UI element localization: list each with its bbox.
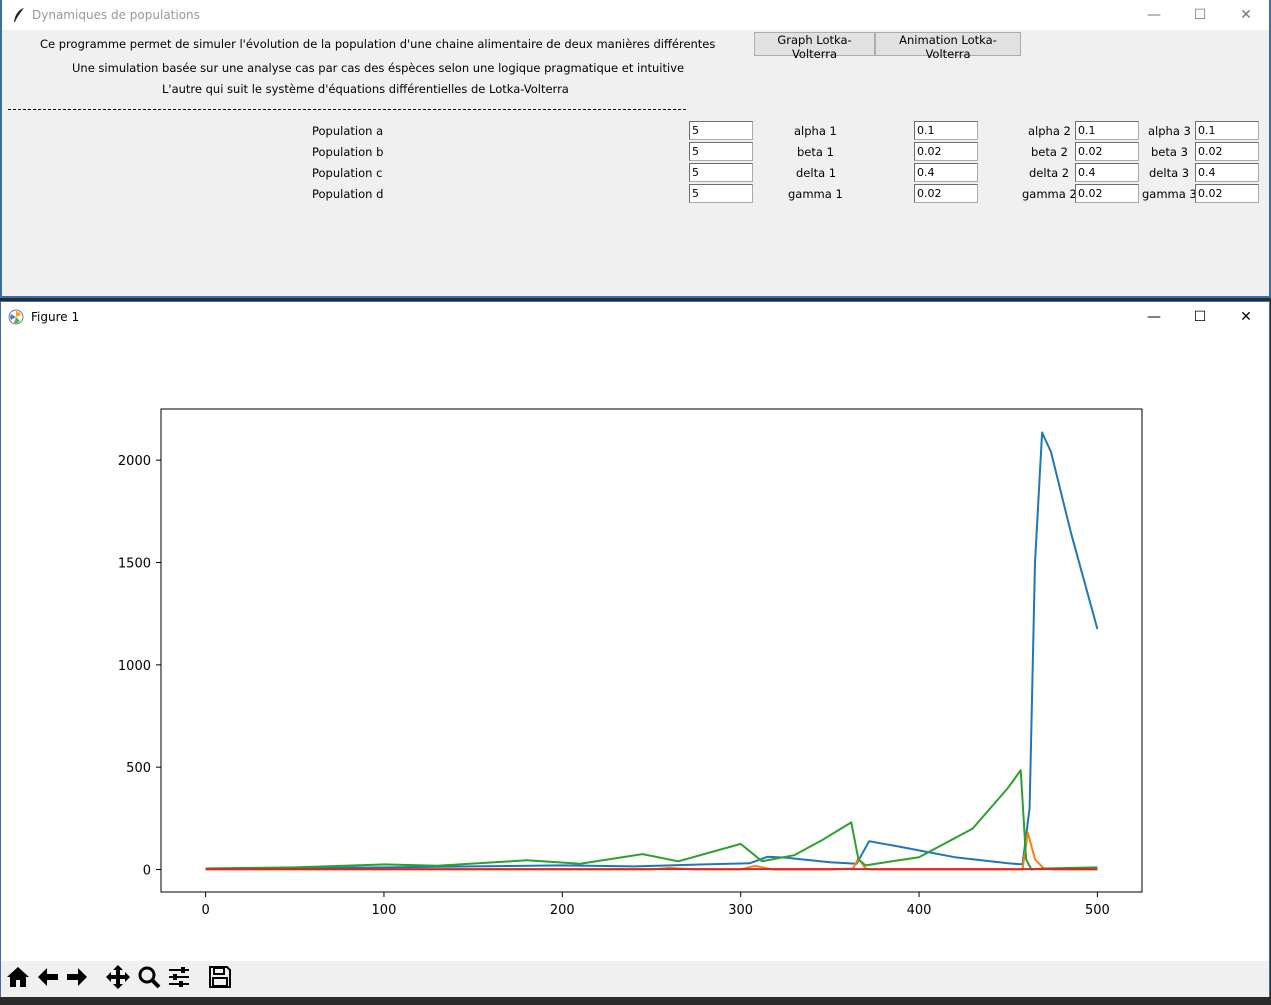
configure-button[interactable] [164,962,194,992]
plot-frame [160,408,1143,893]
series-line-3 [205,769,1098,871]
save-button[interactable] [205,962,235,992]
figure-titlebar: Figure 1 — ☐ ✕ [1,302,1269,332]
alpha-3-field[interactable] [1195,121,1259,140]
description-line-1: Ce programme permet de simuler l'évoluti… [40,37,716,51]
graph-lotka-volterra-button[interactable]: Graph Lotka-Volterra [754,32,875,61]
pan-icon [106,965,130,989]
y-tick-label: 0 [143,863,151,878]
delta-3-label: delta 3 [1149,166,1190,180]
beta-3-field[interactable] [1195,142,1259,161]
back-button[interactable] [33,962,63,992]
minimize-button[interactable]: — [1147,7,1161,23]
beta-1-label: beta 1 [797,145,834,159]
tk-titlebar: Dynamiques de populations — ☐ ✕ [2,0,1269,30]
delta-2-label: delta 2 [1029,166,1070,180]
separator [8,109,686,110]
gamma-3-label: gamma 3 [1142,187,1197,201]
gamma-2-field[interactable] [1075,184,1139,203]
description-line-2: Une simulation basée sur une analyse cas… [72,61,685,75]
series-line-2 [205,831,1098,871]
y-tick-label: 1500 [118,556,151,571]
y-tick-label: 500 [126,761,151,776]
zoom-icon [138,966,161,989]
figure-close-button[interactable]: ✕ [1240,309,1252,325]
gamma-3-field[interactable] [1195,184,1259,203]
delta-1-label: delta 1 [796,166,837,180]
population-chart: 0 100 200 300 400 500 0 500 1000 1500 2000 [118,408,1143,918]
forward-button[interactable] [62,962,92,992]
alpha-1-label: alpha 1 [794,124,837,138]
population-d-label: Population d [312,187,384,201]
x-tick-label: 100 [372,903,397,918]
figure-minimize-button[interactable]: — [1147,309,1161,325]
pan-button[interactable] [103,962,133,992]
feather-icon [14,8,24,22]
tk-window: Dynamiques de populations — ☐ ✕ Ce progr… [0,0,1271,298]
population-b-field[interactable] [689,142,753,161]
alpha-3-label: alpha 3 [1148,124,1191,138]
description-line-3: L'autre qui suit le système d'équations … [162,82,569,96]
back-icon [38,968,58,986]
beta-1-field[interactable] [914,142,978,161]
x-tick-label: 200 [550,903,575,918]
series-line-1 [205,431,1099,870]
population-d-field[interactable] [689,184,753,203]
home-icon [7,967,29,987]
tk-window-title: Dynamiques de populations [32,8,200,22]
alpha-2-field[interactable] [1075,121,1139,140]
y-tick-label: 1000 [118,659,151,674]
gamma-2-label: gamma 2 [1022,187,1077,201]
delta-3-field[interactable] [1195,163,1259,182]
x-tick-label: 0 [201,903,209,918]
close-button[interactable]: ✕ [1240,7,1252,23]
x-tick-label: 400 [907,903,932,918]
population-c-field[interactable] [689,163,753,182]
beta-2-field[interactable] [1075,142,1139,161]
save-icon [209,966,231,988]
forward-icon [67,968,87,986]
alpha-2-label: alpha 2 [1028,124,1071,138]
beta-3-label: beta 3 [1151,145,1188,159]
matplotlib-icon [8,309,24,325]
population-c-label: Population c [312,166,383,180]
beta-2-label: beta 2 [1031,145,1068,159]
maximize-button[interactable]: ☐ [1193,7,1207,23]
figure-window: Figure 1 — ☐ ✕ 0 100 200 300 400 500 0 500 1000 1… [0,301,1270,997]
zoom-button[interactable] [134,962,164,992]
configure-icon [169,967,189,987]
figure-maximize-button[interactable]: ☐ [1193,309,1207,325]
gamma-1-field[interactable] [914,184,978,203]
delta-2-field[interactable] [1075,163,1139,182]
y-tick-label: 2000 [118,454,151,469]
x-tick-label: 500 [1085,903,1110,918]
alpha-1-field[interactable] [914,121,978,140]
figure-window-title: Figure 1 [31,310,80,324]
population-b-label: Population b [312,145,384,159]
population-a-field[interactable] [689,121,753,140]
animation-lotka-volterra-button[interactable]: Animation Lotka-Volterra [875,32,1021,61]
home-button[interactable] [3,962,33,992]
delta-1-field[interactable] [914,163,978,182]
gamma-1-label: gamma 1 [788,187,843,201]
x-tick-label: 300 [728,903,753,918]
population-a-label: Population a [312,124,384,138]
